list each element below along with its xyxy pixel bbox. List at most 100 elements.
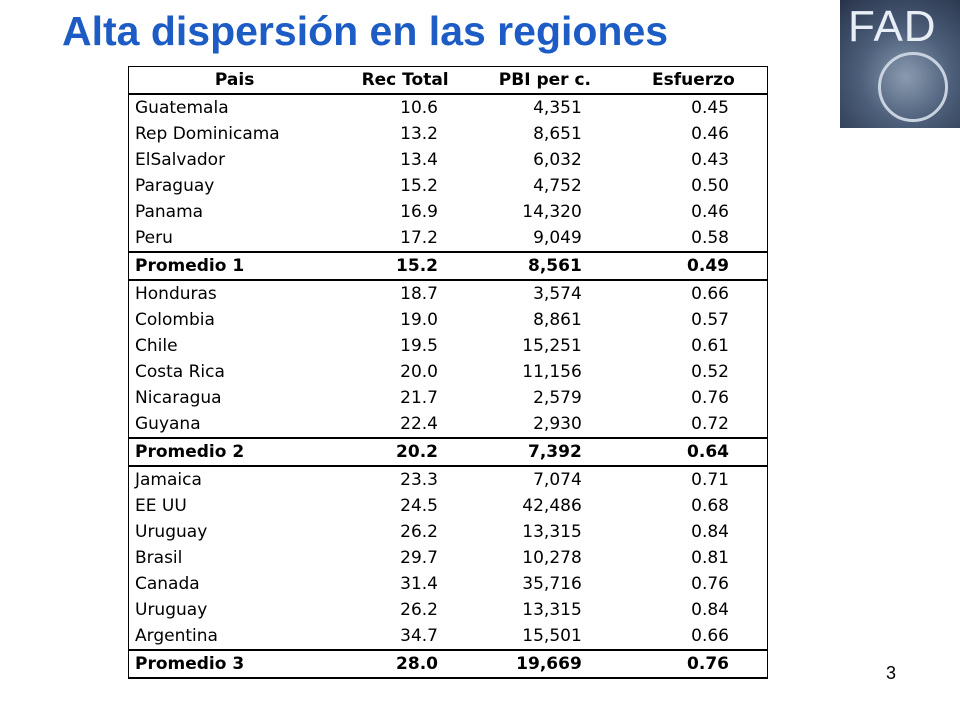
slide-title: Alta dispersión en las regiones: [62, 8, 669, 54]
table-row: Jamaica 23.3 7,074 0.71: [129, 466, 768, 493]
table-row: Panama 16.9 14,320 0.46: [129, 199, 768, 225]
table-cell: Argentina: [135, 626, 218, 646]
table-cell: Guatemala: [135, 98, 229, 118]
table-cell: 0.66: [691, 626, 729, 646]
table-cell: 21.7: [400, 388, 438, 408]
table-row: Promedio 3 28.0 19,669 0.76: [128, 649, 768, 679]
table-cell: EE UU: [135, 496, 187, 516]
table-cell: 15,501: [522, 626, 582, 646]
table-row: Peru 17.2 9,049 0.58: [129, 225, 768, 252]
table-cell: 6,032: [533, 150, 582, 170]
table-cell: 0.61: [691, 336, 729, 356]
table-cell: 11,156: [522, 362, 582, 382]
table-cell: 19.0: [400, 310, 438, 330]
data-table: Pais Rec Total PBI per c. Esfuerzo Guatemal…: [128, 66, 768, 679]
table-row: Guyana 22.4 2,930 0.72: [129, 411, 768, 438]
table-cell: Jamaica: [135, 470, 202, 490]
table-cell: 0.84: [691, 522, 729, 542]
table-row: Uruguay 26.2 13,315 0.84: [129, 597, 768, 623]
table-cell: 20.2: [340, 437, 470, 467]
table-cell: 13.4: [400, 150, 438, 170]
table-cell: 0.50: [691, 176, 729, 196]
table-cell: 0.46: [691, 124, 729, 144]
logo: FAD: [840, 0, 960, 128]
table-cell: 13,315: [522, 600, 582, 620]
table-cell: 14,320: [522, 202, 582, 222]
table-cell: 15.2: [340, 251, 470, 281]
table-cell: 24.5: [400, 496, 438, 516]
table-cell: 7,074: [533, 470, 582, 490]
table-cell: 13,315: [522, 522, 582, 542]
table-cell: 0.76: [691, 388, 729, 408]
table-cell: Peru: [135, 228, 173, 248]
table-cell: Canada: [135, 574, 200, 594]
table-cell: 3,574: [533, 284, 582, 304]
table-cell: Uruguay: [135, 522, 208, 542]
table-cell: 2,930: [533, 414, 582, 434]
table-row: EE UU 24.5 42,486 0.68: [129, 493, 768, 519]
table-cell: 0.66: [691, 284, 729, 304]
table-cell: 8,651: [533, 124, 582, 144]
table-cell: 0.57: [691, 310, 729, 330]
table-cell: Nicaragua: [135, 388, 222, 408]
table-cell: 16.9: [400, 202, 438, 222]
table-cell: 0.76: [691, 574, 729, 594]
table-cell: ElSalvador: [135, 150, 226, 170]
column-header: Esfuerzo: [619, 66, 768, 95]
table-cell: 0.52: [691, 362, 729, 382]
table-row: Canada 31.4 35,716 0.76: [129, 571, 768, 597]
table-row: Paraguay 15.2 4,752 0.50: [129, 173, 768, 199]
table-row: Guatemala 10.6 4,351 0.45: [129, 94, 768, 121]
table-cell: 34.7: [400, 626, 438, 646]
table-cell: Honduras: [135, 284, 217, 304]
table-cell: 26.2: [400, 522, 438, 542]
table-cell: 0.68: [691, 496, 729, 516]
table-cell: 4,351: [533, 98, 582, 118]
page-number: 3: [886, 663, 897, 683]
table-cell: 10.6: [400, 98, 438, 118]
table-row: Nicaragua 21.7 2,579 0.76: [129, 385, 768, 411]
table-row: Chile 19.5 15,251 0.61: [129, 333, 768, 359]
table-cell: 20.0: [400, 362, 438, 382]
table-cell: 0.58: [691, 228, 729, 248]
table-cell: 31.4: [400, 574, 438, 594]
table-row: Promedio 2 20.2 7,392 0.64: [128, 437, 768, 467]
table-cell: 0.43: [691, 150, 729, 170]
table-cell: 26.2: [400, 600, 438, 620]
table-cell: 8,861: [533, 310, 582, 330]
column-header: PBI per c.: [470, 66, 620, 95]
table-cell: Promedio 3: [128, 649, 341, 679]
table-cell: 28.0: [340, 649, 470, 679]
table-cell: Promedio 1: [128, 251, 341, 281]
table-cell: 13.2: [400, 124, 438, 144]
table-cell: 0.76: [619, 649, 768, 679]
table-cell: 15,251: [522, 336, 582, 356]
table-cell: 0.81: [691, 548, 729, 568]
table-row: Honduras 18.7 3,574 0.66: [129, 280, 768, 307]
table-row: Brasil 29.7 10,278 0.81: [129, 545, 768, 571]
table-cell: 42,486: [522, 496, 582, 516]
table-cell: 19,669: [470, 649, 620, 679]
table-row: ElSalvador 13.4 6,032 0.43: [129, 147, 768, 173]
table-cell: 29.7: [400, 548, 438, 568]
table-cell: 4,752: [533, 176, 582, 196]
header-row: Pais Rec Total PBI per c. Esfuerzo: [128, 66, 768, 95]
table-cell: 0.71: [691, 470, 729, 490]
table-cell: Brasil: [135, 548, 183, 568]
column-header: Rec Total: [340, 66, 470, 95]
table-cell: Rep Dominicama: [135, 124, 280, 144]
table-cell: 0.46: [691, 202, 729, 222]
table-cell: Colombia: [135, 310, 215, 330]
table-cell: 19.5: [400, 336, 438, 356]
table-cell: 0.64: [619, 437, 768, 467]
table-cell: 17.2: [400, 228, 438, 248]
logo-text: FAD: [848, 2, 937, 51]
table-cell: 10,278: [522, 548, 582, 568]
table-cell: Costa Rica: [135, 362, 225, 382]
table-cell: Chile: [135, 336, 178, 356]
table-cell: 7,392: [470, 437, 620, 467]
table-row: Promedio 1 15.2 8,561 0.49: [128, 251, 768, 281]
table-row: Rep Dominicama 13.2 8,651 0.46: [129, 121, 768, 147]
table-cell: 0.45: [691, 98, 729, 118]
